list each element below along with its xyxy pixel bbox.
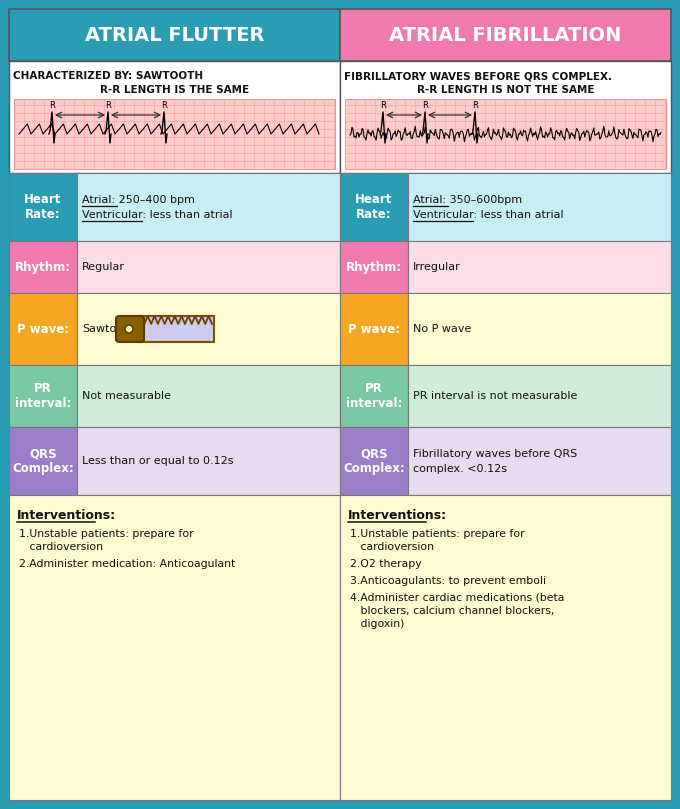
Text: R: R	[422, 101, 428, 110]
Text: Interventions:: Interventions:	[17, 509, 116, 522]
Bar	[77, 173, 340, 241]
Bar	[408, 365, 671, 427]
Text: Heart
Rate:: Heart Rate:	[24, 193, 62, 221]
Text: blockers, calcium channel blockers,: blockers, calcium channel blockers,	[350, 606, 554, 616]
Text: R: R	[49, 101, 55, 110]
Text: Sawtooth: Sawtooth	[82, 324, 135, 334]
Text: complex. <0.12s: complex. <0.12s	[413, 464, 507, 473]
Text: R-R LENGTH IS NOT THE SAME: R-R LENGTH IS NOT THE SAME	[417, 85, 594, 95]
Text: R: R	[380, 101, 386, 110]
Text: R-R LENGTH IS THE SAME: R-R LENGTH IS THE SAME	[100, 85, 249, 95]
Text: Not measurable: Not measurable	[82, 391, 171, 401]
Bar	[77, 293, 340, 365]
Bar	[9, 427, 77, 495]
Bar	[9, 9, 340, 61]
Text: CHARACTERIZED BY: SAWTOOTH: CHARACTERIZED BY: SAWTOOTH	[13, 71, 203, 81]
Text: 3.Anticoagulants: to prevent emboli: 3.Anticoagulants: to prevent emboli	[350, 576, 546, 586]
Bar	[345, 99, 666, 169]
Text: Regular: Regular	[82, 262, 125, 272]
Text: Heart
Rate:: Heart Rate:	[356, 193, 392, 221]
Text: digoxin): digoxin)	[350, 619, 405, 629]
Bar	[9, 61, 340, 173]
Bar	[408, 293, 671, 365]
Bar	[9, 241, 77, 293]
Bar	[408, 427, 671, 495]
Bar	[340, 365, 408, 427]
Bar	[9, 365, 77, 427]
Text: QRS
Complex:: QRS Complex:	[343, 447, 405, 475]
Bar	[14, 99, 335, 169]
Bar	[340, 241, 408, 293]
Text: Ventricular: less than atrial: Ventricular: less than atrial	[413, 210, 564, 219]
Text: cardioversion: cardioversion	[350, 542, 434, 552]
Text: Interventions:: Interventions:	[348, 509, 447, 522]
Text: P wave:: P wave:	[17, 323, 69, 336]
Text: Rhythm:: Rhythm:	[15, 260, 71, 273]
Bar	[9, 293, 77, 365]
Text: ATRIAL FLUTTER: ATRIAL FLUTTER	[85, 26, 265, 44]
Bar	[340, 427, 408, 495]
Bar	[9, 495, 340, 800]
FancyBboxPatch shape	[116, 316, 144, 342]
Bar	[340, 173, 408, 241]
Text: 2.Administer medication: Anticoagulant: 2.Administer medication: Anticoagulant	[19, 559, 235, 569]
Text: PR
interval:: PR interval:	[346, 382, 402, 410]
Text: R: R	[105, 101, 111, 110]
Text: ATRIAL FIBRILLATION: ATRIAL FIBRILLATION	[390, 26, 622, 44]
Text: 4.Administer cardiac medications (beta: 4.Administer cardiac medications (beta	[350, 593, 564, 603]
Bar	[340, 61, 671, 173]
Text: Ventricular: less than atrial: Ventricular: less than atrial	[82, 210, 233, 219]
Text: Atrial: 350–600bpm: Atrial: 350–600bpm	[413, 194, 522, 205]
Text: R: R	[161, 101, 167, 110]
Text: Less than or equal to 0.12s: Less than or equal to 0.12s	[82, 456, 233, 466]
Bar	[340, 293, 408, 365]
Text: QRS
Complex:: QRS Complex:	[12, 447, 74, 475]
Text: P wave:: P wave:	[348, 323, 400, 336]
Text: PR
interval:: PR interval:	[15, 382, 71, 410]
Bar	[77, 427, 340, 495]
Bar	[77, 365, 340, 427]
Text: cardioversion: cardioversion	[19, 542, 103, 552]
Bar	[77, 241, 340, 293]
Bar	[9, 173, 77, 241]
Bar	[340, 9, 671, 61]
Circle shape	[125, 325, 133, 333]
Text: PR interval is not measurable: PR interval is not measurable	[413, 391, 577, 401]
Text: Rhythm:: Rhythm:	[346, 260, 402, 273]
Bar	[408, 241, 671, 293]
Text: Irregular: Irregular	[413, 262, 461, 272]
Text: Atrial: 250–400 bpm: Atrial: 250–400 bpm	[82, 194, 195, 205]
Text: FIBRILLATORY WAVES BEFORE QRS COMPLEX.: FIBRILLATORY WAVES BEFORE QRS COMPLEX.	[344, 71, 612, 81]
Text: 2.O2 therapy: 2.O2 therapy	[350, 559, 422, 569]
Text: 1.Unstable patients: prepare for: 1.Unstable patients: prepare for	[19, 529, 194, 539]
Text: Fibrillatory waves before QRS: Fibrillatory waves before QRS	[413, 448, 577, 459]
Bar	[408, 173, 671, 241]
Circle shape	[126, 327, 131, 332]
Text: R: R	[472, 101, 478, 110]
Text: 1.Unstable patients: prepare for: 1.Unstable patients: prepare for	[350, 529, 525, 539]
Text: No P wave: No P wave	[413, 324, 471, 334]
Bar	[139, 316, 214, 342]
Bar	[340, 495, 671, 800]
